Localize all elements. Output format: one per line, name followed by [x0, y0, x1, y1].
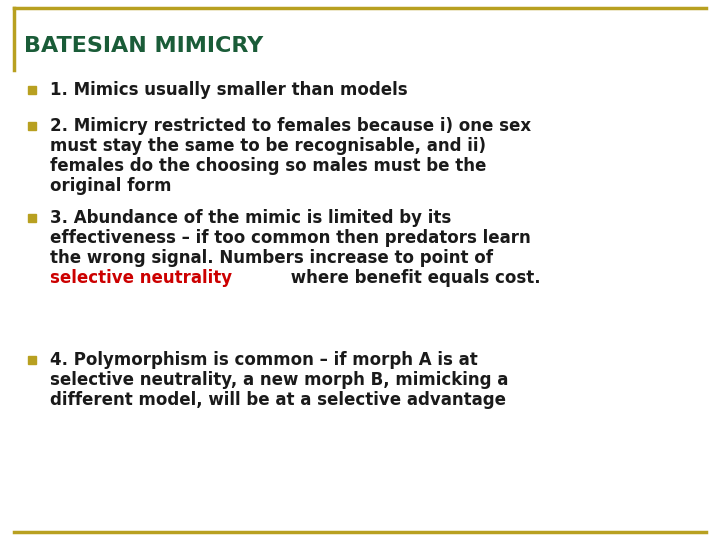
- Text: 4. Polymorphism is common – if morph A is at: 4. Polymorphism is common – if morph A i…: [50, 351, 478, 369]
- Text: the wrong signal. Numbers increase to point of: the wrong signal. Numbers increase to po…: [50, 249, 493, 267]
- Text: must stay the same to be recognisable, and ii): must stay the same to be recognisable, a…: [50, 137, 486, 155]
- Text: 3. Abundance of the mimic is limited by its: 3. Abundance of the mimic is limited by …: [50, 209, 451, 227]
- Bar: [28, 356, 36, 364]
- Text: different model, will be at a selective advantage: different model, will be at a selective …: [50, 391, 506, 409]
- Text: BATESIAN MIMICRY: BATESIAN MIMICRY: [24, 36, 264, 56]
- Bar: [28, 214, 36, 222]
- Text: 1. Mimics usually smaller than models: 1. Mimics usually smaller than models: [50, 81, 408, 99]
- Bar: [28, 122, 36, 130]
- Text: original form: original form: [50, 177, 171, 195]
- Bar: [28, 86, 36, 94]
- Text: 2. Mimicry restricted to females because i) one sex: 2. Mimicry restricted to females because…: [50, 117, 531, 135]
- Text: effectiveness – if too common then predators learn: effectiveness – if too common then preda…: [50, 229, 531, 247]
- Text: selective neutrality, a new morph B, mimicking a: selective neutrality, a new morph B, mim…: [50, 371, 508, 389]
- Text: where benefit equals cost.: where benefit equals cost.: [285, 269, 541, 287]
- Text: selective neutrality: selective neutrality: [50, 269, 232, 287]
- Text: females do the choosing so males must be the: females do the choosing so males must be…: [50, 157, 487, 175]
